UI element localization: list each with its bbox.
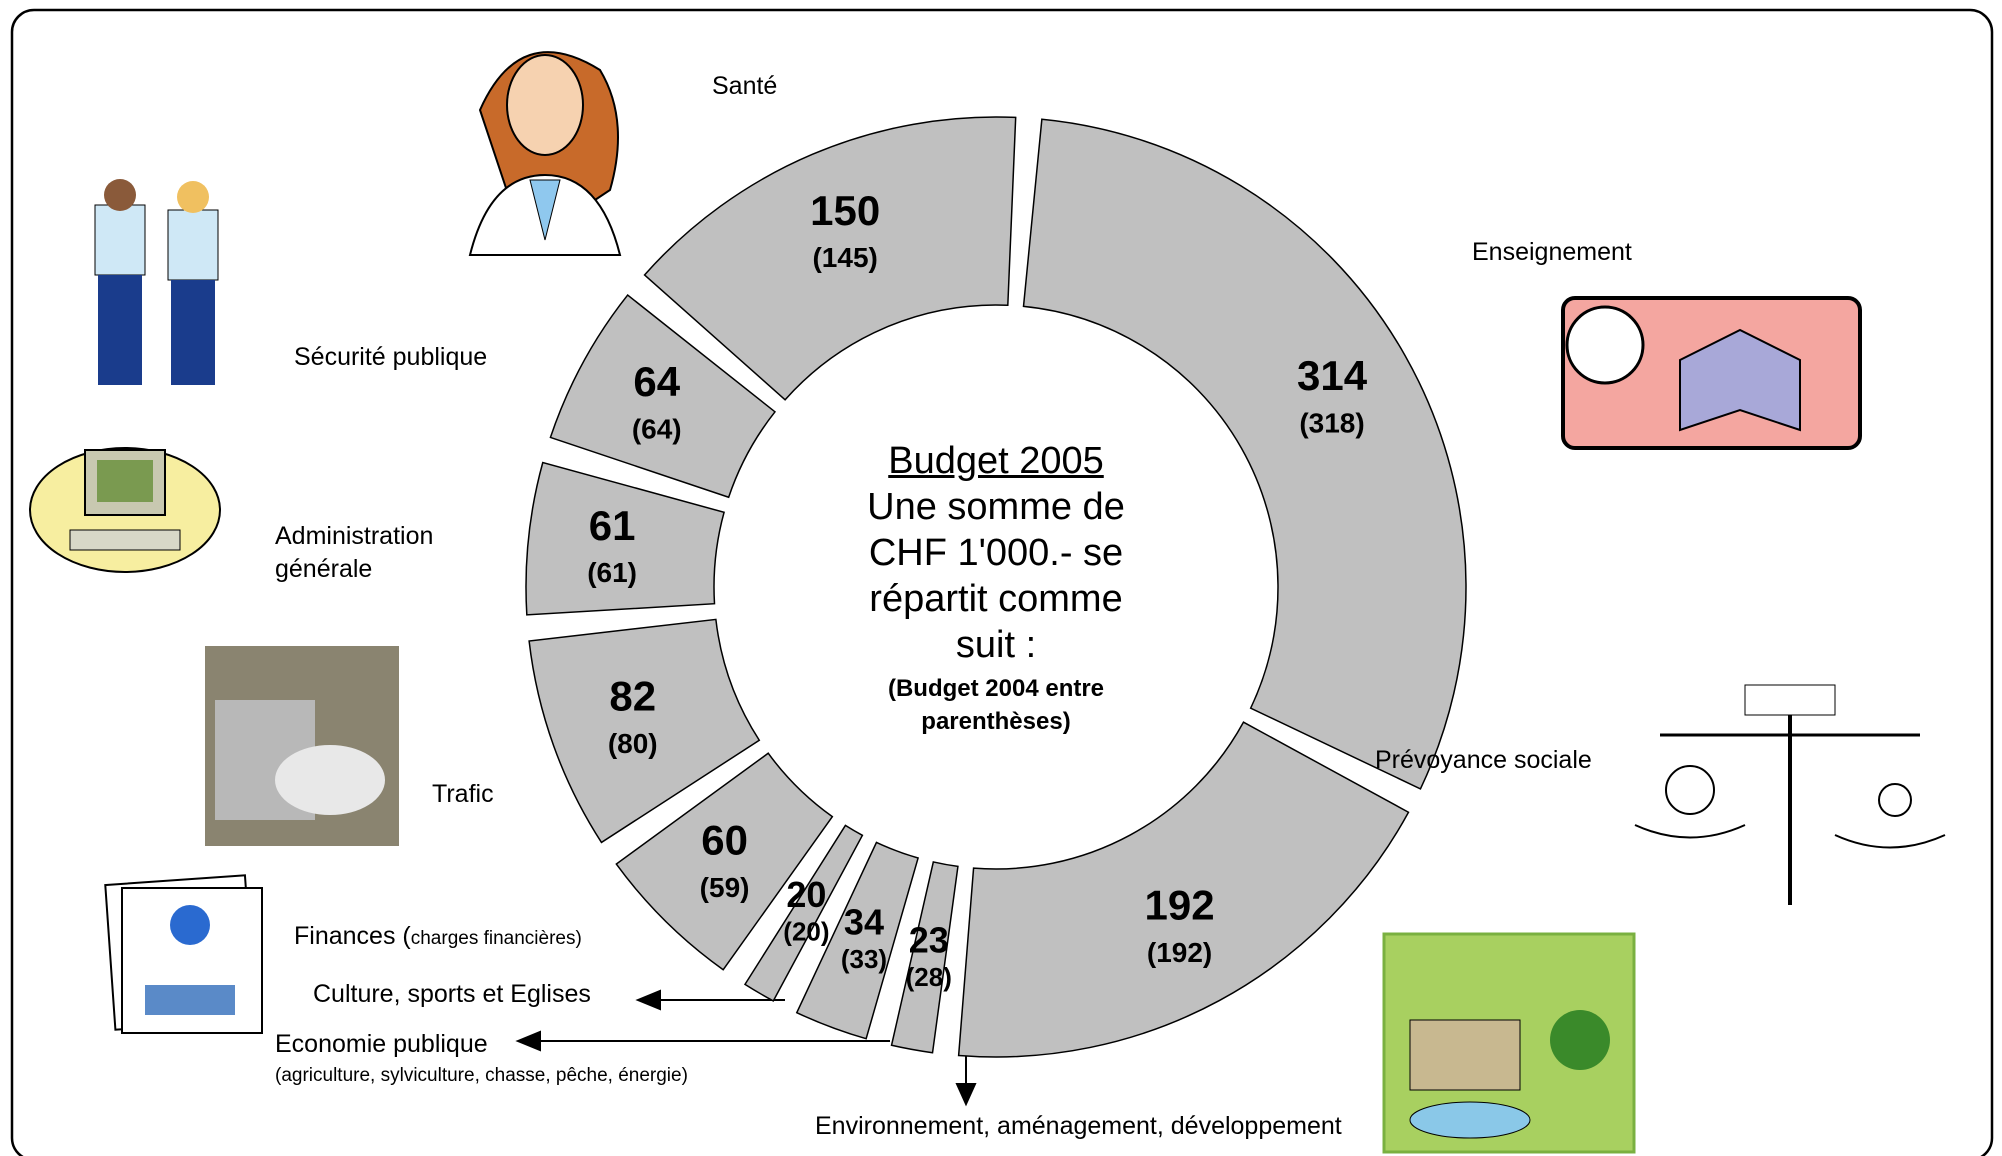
category-label: Environnement, aménagement, développemen… (815, 1112, 1342, 1141)
segment (643, 116, 1017, 401)
category-name: Santé (712, 72, 778, 100)
category-label: Prévoyance sociale (1375, 746, 1592, 775)
segment (549, 294, 777, 499)
category-name: Economie publique (275, 1030, 488, 1058)
previous-value-label: (192) (1147, 937, 1212, 968)
scale-icon (1634, 684, 1946, 905)
category-name: Sécurité publique (294, 343, 488, 371)
chart-subtitle: Une somme de CHF 1'000.- se répartit com… (867, 486, 1125, 666)
category-name: Trafic (432, 780, 494, 808)
value-label: 192 (1145, 882, 1215, 929)
environment-icon (1382, 932, 1636, 1154)
category-label: Trafic (432, 780, 494, 809)
computer-icon (29, 447, 221, 573)
segment (795, 841, 920, 1040)
police-icon (94, 179, 219, 385)
previous-value-label: (64) (632, 413, 682, 444)
category-name: Environnement, aménagement, développemen… (815, 1112, 1342, 1140)
value-label: 20 (786, 874, 826, 915)
segment (957, 721, 1410, 1058)
category-label: Santé (712, 72, 777, 101)
value-label: 34 (844, 902, 884, 943)
category-note: charges financières) (410, 928, 582, 949)
value-label: 64 (633, 358, 680, 405)
category-name: Enseignement (1472, 238, 1632, 266)
traffic-photo (205, 646, 399, 846)
arrows (515, 989, 977, 1107)
category-label: Administration générale (275, 520, 475, 586)
previous-value-label: (318) (1299, 407, 1364, 438)
illustrations (29, 51, 1946, 1154)
chart-title: Budget 2005 (888, 440, 1104, 482)
category-name: Culture, sports et Eglises (313, 980, 591, 1008)
value-label: 150 (810, 187, 880, 234)
category-label: Enseignement (1472, 238, 1632, 267)
education-icon (1561, 296, 1862, 450)
segment (743, 824, 864, 1002)
previous-value-label: (80) (608, 728, 658, 759)
chart-note: (Budget 2004 entre parenthèses) (887, 675, 1105, 735)
value-label: 23 (909, 919, 949, 960)
previous-value-label: (28) (906, 962, 952, 992)
category-label: Economie publique (agriculture, sylvicult… (275, 1030, 688, 1088)
previous-value-label: (59) (700, 872, 750, 903)
value-label: 314 (1297, 352, 1368, 399)
category-name: Prévoyance sociale (1375, 746, 1592, 774)
category-label: Sécurité publique (294, 343, 487, 372)
segment (615, 752, 834, 971)
value-label: 60 (701, 817, 748, 864)
finance-icon (104, 874, 263, 1034)
segment (890, 861, 959, 1054)
previous-value-label: (61) (587, 557, 637, 588)
category-label: Culture, sports et Eglises (313, 980, 591, 1009)
segments: 314 (318) 192 (192) 23(28) 34(33) 20(20) 60 (59)… (525, 116, 1467, 1058)
previous-value-label: (20) (783, 917, 829, 947)
segment (1022, 118, 1467, 790)
category-name: Finances (294, 922, 396, 950)
category-name: Administration générale (275, 522, 434, 583)
segment (525, 461, 725, 616)
value-label: 82 (609, 673, 656, 720)
center-text: Budget 2005 Une somme de CHF 1'000.- se … (846, 438, 1146, 738)
segment (528, 618, 761, 844)
previous-value-label: (145) (812, 242, 877, 273)
category-note: (agriculture, sylviculture, chasse, pêch… (275, 1065, 688, 1086)
value-label: 61 (589, 502, 636, 549)
previous-value-label: (33) (841, 944, 887, 974)
category-label: Finances (charges financières) (294, 922, 582, 950)
frame (10, 8, 1994, 1156)
doctor-icon (468, 51, 622, 256)
